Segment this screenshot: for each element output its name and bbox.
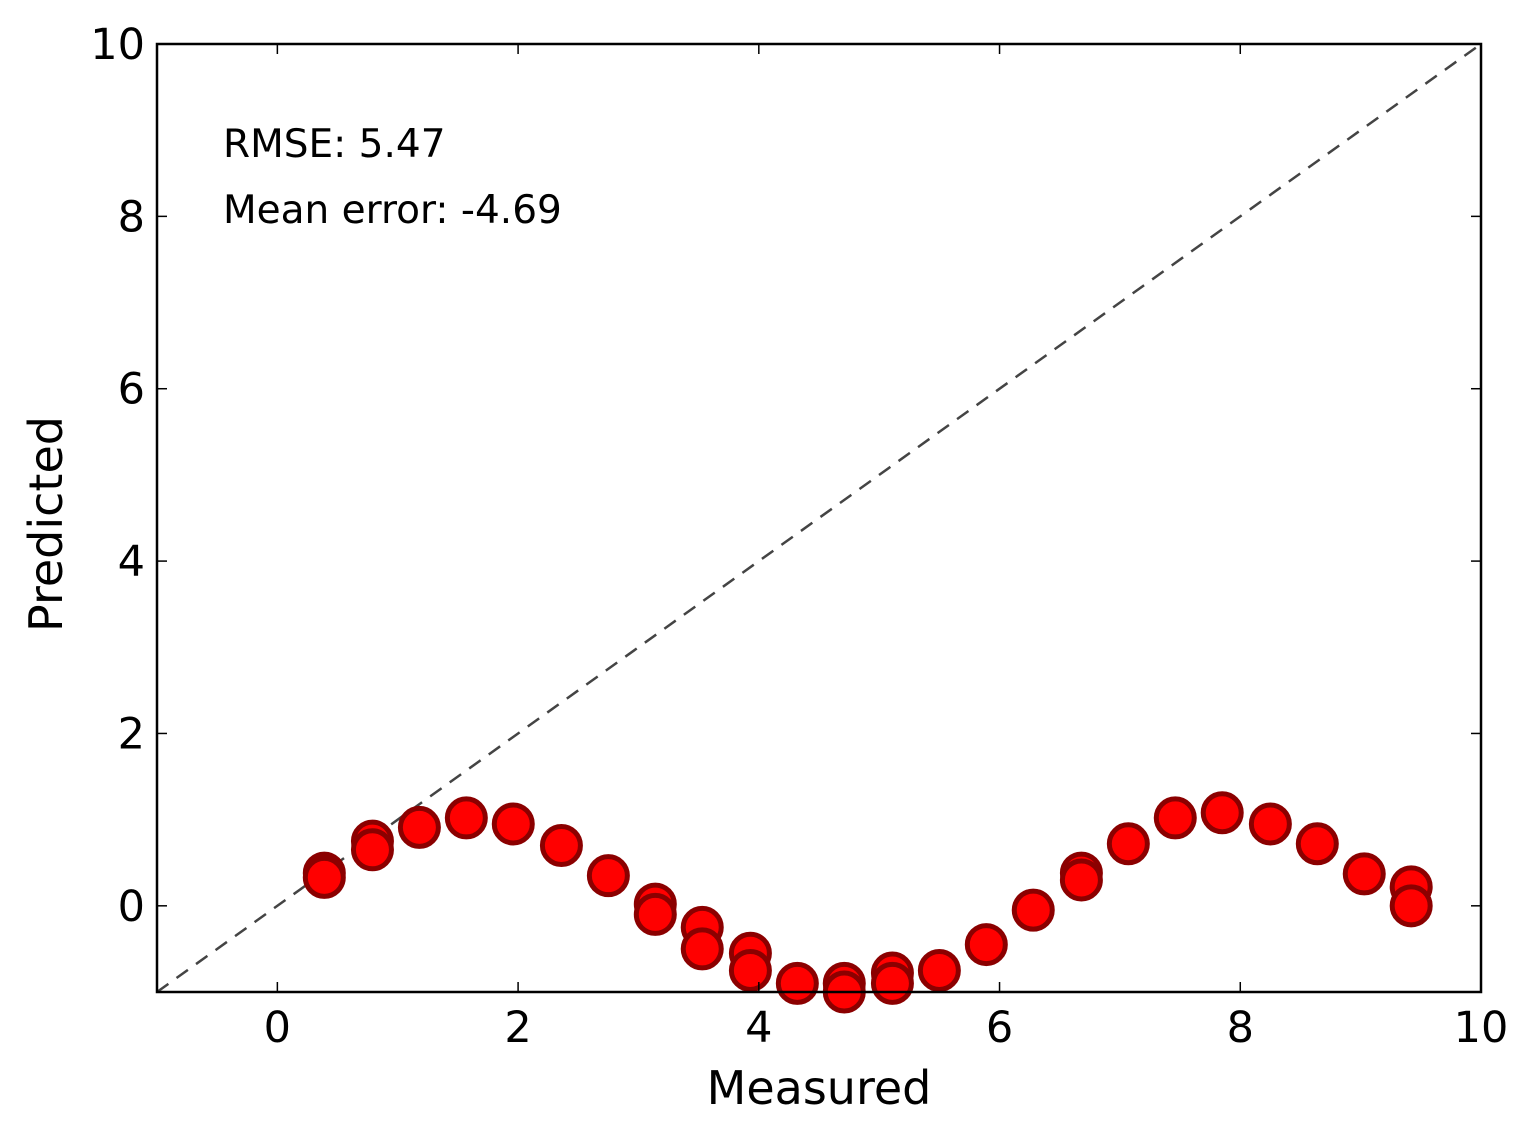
- data-point: [539, 823, 583, 867]
- plot-frame: [155, 42, 1483, 994]
- data-point: [728, 948, 772, 992]
- y-tick-label: 0: [118, 882, 145, 932]
- data-point: [397, 805, 441, 849]
- data-point: [1295, 822, 1339, 866]
- data-point: [1059, 858, 1103, 902]
- data-point: [1011, 888, 1055, 932]
- data-point: [1153, 796, 1197, 840]
- x-axis-title: Measured: [707, 1061, 932, 1115]
- data-point: [870, 961, 914, 1005]
- plot-area: [155, 42, 1483, 1014]
- data-point: [586, 854, 630, 898]
- x-tick-label: 6: [986, 1003, 1013, 1053]
- data-point: [1106, 822, 1150, 866]
- x-tick-label: 4: [745, 1003, 772, 1053]
- data-point: [680, 927, 724, 971]
- data-point: [964, 923, 1008, 967]
- data-point: [1200, 791, 1244, 835]
- data-point: [350, 828, 394, 872]
- data-points: [302, 791, 1433, 1014]
- data-point: [1248, 802, 1292, 846]
- x-tick-label: 10: [1454, 1003, 1509, 1053]
- annotation-mean-error: Mean error: -4.69: [223, 188, 562, 233]
- y-tick-label: 8: [118, 192, 145, 242]
- y-tick-label: 2: [118, 709, 145, 759]
- axis-ticks: 0 2 4 6 8 10 0 2 4 6 8 10: [90, 20, 1508, 1053]
- data-point: [444, 796, 488, 840]
- y-tick-label: 10: [90, 20, 145, 70]
- data-point: [775, 961, 819, 1005]
- data-point: [1389, 884, 1433, 928]
- data-point: [1342, 852, 1386, 896]
- data-point: [917, 948, 961, 992]
- x-tick-label: 2: [504, 1003, 531, 1053]
- x-tick-label: 8: [1227, 1003, 1254, 1053]
- data-point: [633, 892, 677, 936]
- data-point: [491, 802, 535, 846]
- y-axis-title: Predicted: [19, 416, 73, 632]
- annotation-rmse: RMSE: 5.47: [223, 122, 446, 167]
- y-tick-label: 4: [118, 537, 145, 587]
- x-tick-label: 0: [264, 1003, 291, 1053]
- data-point: [302, 855, 346, 899]
- y-tick-label: 6: [118, 365, 145, 415]
